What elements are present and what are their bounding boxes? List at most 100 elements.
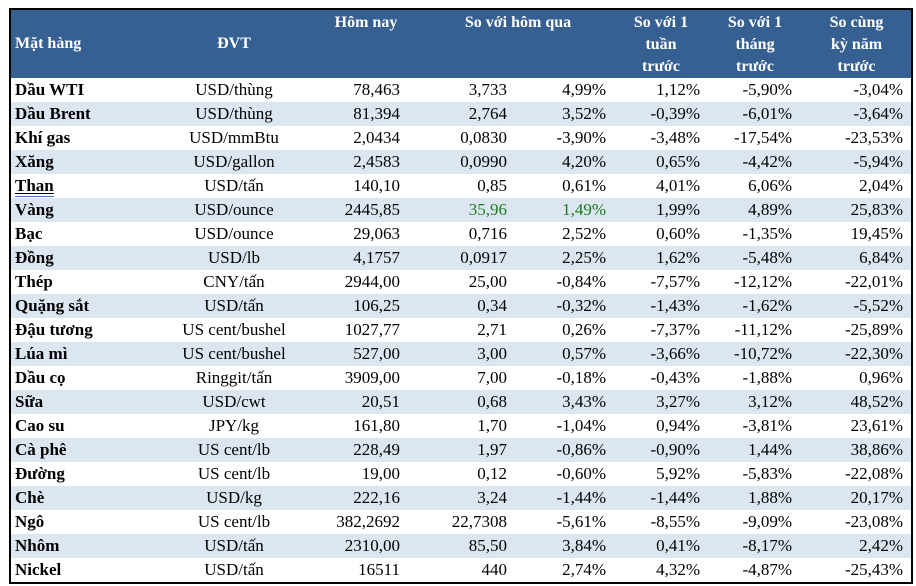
week-pct-cell: -7,57%: [650, 272, 701, 291]
today-cell: 29,063: [353, 224, 400, 243]
week-pct-cell: 1,12%: [656, 80, 701, 99]
underlined-commodity-name: Than: [15, 176, 54, 197]
week-pct-cell: -3,66%: [650, 344, 701, 363]
year-pct-cell: 2,04%: [859, 176, 904, 195]
table-row: Đồng USD/lb 4,1757 0,0917 2,25% 1,62% -5,48% 6,…: [10, 246, 913, 270]
commodity-name-cell: Cà phê: [15, 440, 67, 459]
month-pct-cell: 1,88%: [748, 488, 793, 507]
table-row: Dầu cọ Ringgit/tấn 3909,00 7,00 -0,18% -0,43%…: [10, 366, 912, 390]
week-pct-cell: 4,32%: [656, 560, 701, 579]
today-cell: 1027,77: [344, 320, 400, 339]
change-abs-cell: 25,00: [468, 272, 507, 291]
change-pct-cell: 0,57%: [562, 344, 607, 363]
col-header-vs-year: So cùng kỳ năm trước: [802, 9, 913, 78]
today-cell: 81,394: [353, 104, 400, 123]
unit-cell: US cent/lb: [197, 464, 271, 483]
commodity-name-cell: Vàng: [15, 200, 54, 219]
unit-cell: USD/kg: [206, 488, 262, 507]
commodity-name-cell: Nickel: [15, 560, 62, 579]
month-pct-cell: 3,12%: [748, 392, 793, 411]
table-row: Nickel USD/tấn 16511 440 2,74% 4,32% -4,87% -25…: [10, 558, 912, 583]
change-pct-cell: 4,20%: [562, 152, 607, 171]
year-pct-cell: 38,86%: [850, 440, 904, 459]
change-abs-cell: 35,96: [468, 200, 507, 219]
unit-cell: USD/cwt: [202, 392, 266, 411]
year-pct-cell: -3,04%: [853, 80, 904, 99]
change-pct-cell: -0,60%: [556, 464, 607, 483]
year-pct-cell: -5,52%: [853, 296, 904, 315]
today-cell: 4,1757: [353, 248, 400, 267]
unit-cell: USD/ounce: [194, 224, 274, 243]
change-abs-cell: 22,7308: [451, 512, 507, 531]
week-pct-cell: 0,65%: [656, 152, 701, 171]
change-abs-cell: 85,50: [468, 536, 507, 555]
month-pct-cell: -8,17%: [742, 536, 793, 555]
today-cell: 222,16: [353, 488, 400, 507]
change-abs-cell: 1,97: [477, 440, 507, 459]
unit-cell: USD/tấn: [204, 176, 264, 195]
month-pct-cell: -6,01%: [742, 104, 793, 123]
month-pct-cell: -1,62%: [742, 296, 793, 315]
change-pct-cell: -1,44%: [556, 488, 607, 507]
change-abs-cell: 0,34: [477, 296, 507, 315]
table-row: Xăng USD/gallon 2,4583 0,0990 4,20% 0,65% -4,4…: [10, 150, 913, 174]
week-pct-cell: 3,27%: [656, 392, 701, 411]
unit-cell: USD/tấn: [204, 536, 264, 555]
today-cell: 2,0434: [353, 128, 400, 147]
table-row: Cao su JPY/kg 161,80 1,70 -1,04% 0,94% -3,81% 2…: [10, 414, 912, 438]
change-pct-cell: 1,49%: [562, 200, 607, 219]
today-cell: 2310,00: [344, 536, 400, 555]
today-cell: 19,00: [361, 464, 400, 483]
table-row: Ngô US cent/lb 382,2692 22,7308 -5,61% -8,55%…: [10, 510, 912, 534]
change-abs-cell: 0,0830: [460, 128, 507, 147]
unit-cell: USD/lb: [208, 248, 260, 267]
month-pct-cell: -4,42%: [742, 152, 793, 171]
change-pct-cell: -5,61%: [556, 512, 607, 531]
change-pct-cell: -0,84%: [556, 272, 607, 291]
week-pct-cell: 1,62%: [656, 248, 701, 267]
commodity-name-cell: Nhôm: [15, 536, 60, 555]
table-header: Mặt hàng ĐVT Hôm nay So với hôm qua So v…: [10, 9, 913, 78]
week-pct-cell: 0,94%: [656, 416, 701, 435]
change-abs-cell: 0,0990: [460, 152, 507, 171]
table-row: Khí gas USD/mmBtu 2,0434 0,0830 -3,90% -3,48%…: [10, 126, 912, 150]
commodity-name-cell: Sữa: [15, 392, 44, 411]
week-pct-cell: -1,43%: [650, 296, 701, 315]
commodity-name-cell: Thép: [15, 272, 53, 291]
commodity-price-table: Mặt hàng ĐVT Hôm nay So với hôm qua So v…: [9, 8, 914, 584]
table-row: Sữa USD/cwt 20,51 0,68 3,43% 3,27% 3,12% 48,52%: [10, 390, 913, 414]
year-pct-cell: -22,08%: [844, 464, 904, 483]
year-pct-cell: -23,08%: [844, 512, 904, 531]
unit-cell: CNY/tấn: [203, 272, 265, 291]
year-pct-cell: 48,52%: [850, 392, 904, 411]
week-pct-cell: 4,01%: [656, 176, 701, 195]
col-header-unit: ĐVT: [158, 9, 310, 78]
table-row: Cà phê US cent/lb 228,49 1,97 -0,86% -0,90% 1,…: [10, 438, 913, 462]
today-cell: 228,49: [353, 440, 400, 459]
unit-cell: USD/tấn: [204, 296, 264, 315]
change-pct-cell: 0,26%: [562, 320, 607, 339]
change-abs-cell: 7,00: [477, 368, 507, 387]
week-pct-cell: 0,41%: [656, 536, 701, 555]
month-pct-cell: -9,09%: [742, 512, 793, 531]
year-pct-cell: -25,43%: [844, 560, 904, 579]
change-abs-cell: 2,764: [468, 104, 507, 123]
today-cell: 527,00: [353, 344, 400, 363]
commodity-name-cell: Chè: [15, 488, 45, 507]
month-pct-cell: -4,87%: [742, 560, 793, 579]
commodity-price-table-container: Mặt hàng ĐVT Hôm nay So với hôm qua So v…: [9, 8, 916, 584]
unit-cell: USD/tấn: [204, 560, 264, 579]
week-pct-cell: -0,90%: [650, 440, 701, 459]
month-pct-cell: 6,06%: [748, 176, 793, 195]
change-abs-cell: 0,85: [477, 176, 507, 195]
year-pct-cell: -22,30%: [844, 344, 904, 363]
change-abs-cell: 0,12: [477, 464, 507, 483]
col-header-today: Hôm nay: [310, 9, 422, 78]
month-pct-cell: -5,83%: [742, 464, 793, 483]
change-abs-cell: 0,68: [477, 392, 507, 411]
unit-cell: US cent/bushel: [182, 320, 286, 339]
change-pct-cell: -1,04%: [556, 416, 607, 435]
commodity-name-cell: Ngô: [15, 512, 45, 531]
col-header-vs-month: So với 1 tháng trước: [708, 9, 803, 78]
year-pct-cell: 20,17%: [850, 488, 904, 507]
